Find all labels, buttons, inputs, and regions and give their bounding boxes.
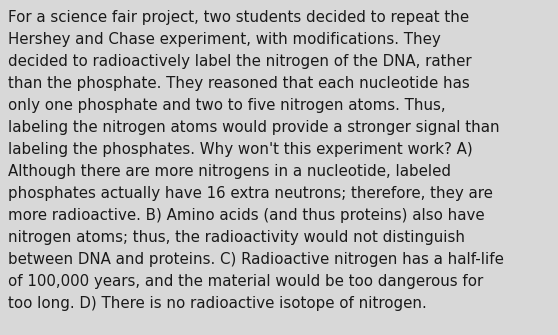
Text: nitrogen atoms; thus, the radioactivity would not distinguish: nitrogen atoms; thus, the radioactivity … — [8, 230, 465, 245]
Text: labeling the phosphates. Why won't this experiment work? A): labeling the phosphates. Why won't this … — [8, 142, 473, 157]
Text: more radioactive. B) Amino acids (and thus proteins) also have: more radioactive. B) Amino acids (and th… — [8, 208, 485, 223]
Text: between DNA and proteins. C) Radioactive nitrogen has a half-life: between DNA and proteins. C) Radioactive… — [8, 252, 504, 267]
Text: Although there are more nitrogens in a nucleotide, labeled: Although there are more nitrogens in a n… — [8, 164, 451, 179]
Text: only one phosphate and two to five nitrogen atoms. Thus,: only one phosphate and two to five nitro… — [8, 98, 446, 113]
Text: phosphates actually have 16 extra neutrons; therefore, they are: phosphates actually have 16 extra neutro… — [8, 186, 493, 201]
Text: labeling the nitrogen atoms would provide a stronger signal than: labeling the nitrogen atoms would provid… — [8, 120, 499, 135]
Text: of 100,000 years, and the material would be too dangerous for: of 100,000 years, and the material would… — [8, 274, 483, 289]
Text: Hershey and Chase experiment, with modifications. They: Hershey and Chase experiment, with modif… — [8, 32, 441, 47]
Text: decided to radioactively label the nitrogen of the DNA, rather: decided to radioactively label the nitro… — [8, 54, 472, 69]
Text: too long. D) There is no radioactive isotope of nitrogen.: too long. D) There is no radioactive iso… — [8, 296, 427, 311]
Text: than the phosphate. They reasoned that each nucleotide has: than the phosphate. They reasoned that e… — [8, 76, 470, 91]
Text: For a science fair project, two students decided to repeat the: For a science fair project, two students… — [8, 10, 469, 25]
